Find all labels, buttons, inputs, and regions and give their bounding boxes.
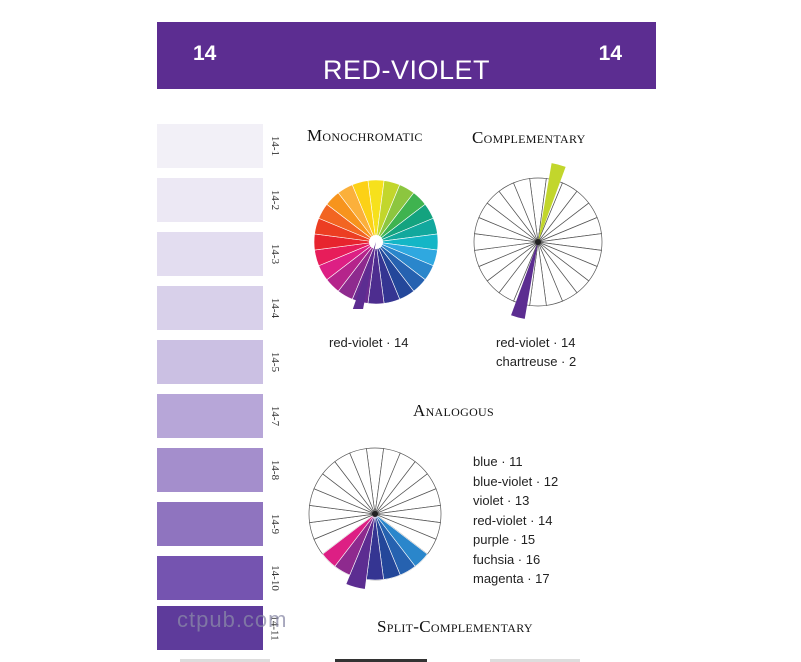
- selected-segment: [322, 513, 376, 567]
- selected-segment: [538, 163, 566, 242]
- complementary-caption-1: red-violet · 14: [496, 335, 576, 350]
- swatch-label: 14-3: [255, 232, 295, 276]
- complementary-caption-2: chartreuse · 2: [496, 354, 577, 369]
- analogous-item: blue-violet · 12: [473, 473, 559, 489]
- analogous-item: violet · 13: [473, 493, 530, 508]
- analogous-heading: Analogous: [413, 401, 494, 420]
- color-card-page: 14 14 RED-VIOLET 14-1 14-2 14-3 14-4 14-5 14-…: [157, 22, 656, 662]
- swatch-label: 14-7: [255, 394, 295, 438]
- color-swatch: [157, 124, 263, 168]
- swatch-label-text: 14-2: [268, 189, 281, 211]
- analogous-item: blue · 11: [473, 454, 523, 469]
- swatch-label-text: 14-8: [268, 459, 281, 481]
- analogous-item: fuchsia · 16: [473, 551, 541, 567]
- swatch-label-text: 14-7: [268, 405, 281, 427]
- color-swatch: [157, 502, 263, 546]
- wheel-hub: [535, 239, 541, 245]
- color-swatch: [157, 178, 263, 222]
- analogous-list: blue · 11 blue-violet · 12 violet · 13 r…: [473, 452, 558, 589]
- color-swatch: [157, 340, 263, 384]
- swatch-label: 14-5: [255, 340, 295, 384]
- swatch-label-text: 14-9: [268, 513, 281, 535]
- analogous-item: purple · 15: [473, 532, 536, 547]
- watermark: ctpub.com: [177, 607, 288, 632]
- selected-segment: [352, 242, 376, 309]
- title-banner: 14 14 RED-VIOLET: [157, 22, 656, 89]
- swatch-label: 14-9: [255, 502, 295, 546]
- footer-divider: [180, 659, 270, 662]
- swatch-label-text: 14-10: [268, 565, 281, 591]
- swatch-label-text: 14-5: [268, 351, 281, 373]
- analogous-item: magenta · 17: [473, 571, 550, 586]
- color-swatch: [157, 232, 263, 276]
- monochromatic-heading: Monochromatic: [307, 126, 423, 145]
- color-swatch: [157, 448, 263, 492]
- swatch-label-text: 14-3: [268, 243, 281, 265]
- wheel-hub: [372, 511, 378, 517]
- analogous-item: red-violet · 14: [473, 512, 553, 528]
- color-swatch: [157, 286, 263, 330]
- color-swatch: [157, 606, 263, 650]
- footer-divider: [335, 659, 427, 662]
- color-swatch: [157, 556, 263, 600]
- wheel-segment: [513, 178, 539, 243]
- swatch-label-text: 14-4: [268, 297, 281, 319]
- wheel-segment: [349, 448, 376, 515]
- complementary-heading: Complementary: [472, 128, 586, 147]
- selected-segment: [345, 513, 376, 590]
- footer-divider: [490, 659, 580, 662]
- swatch-label: 14-4: [255, 286, 295, 330]
- color-title: RED-VIOLET: [322, 55, 491, 85]
- wheel-segment: [351, 180, 377, 243]
- monochromatic-wheel: [313, 179, 439, 309]
- card-number-left: 14: [193, 42, 217, 65]
- swatch-label: 14-10: [255, 556, 295, 600]
- swatch-label: 14-2: [255, 178, 295, 222]
- color-swatch: [157, 394, 263, 438]
- swatch-label-text: 14-1: [268, 135, 281, 157]
- swatch-label: 14-1: [255, 124, 295, 168]
- selected-segment: [511, 242, 538, 319]
- complementary-wheel: [473, 163, 603, 319]
- analogous-wheel: [308, 447, 442, 590]
- split-complementary-heading: Split-Complementary: [377, 617, 533, 636]
- monochromatic-caption: red-violet · 14: [329, 335, 409, 350]
- swatch-label: 14-8: [255, 448, 295, 492]
- card-number-right: 14: [598, 42, 622, 65]
